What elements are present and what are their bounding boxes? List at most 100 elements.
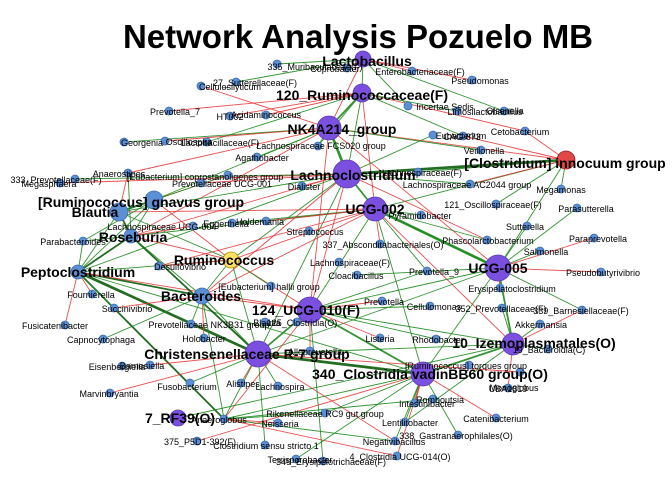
node-label: Lachnoclostridium [290, 167, 415, 183]
network-edge [158, 208, 376, 267]
network-node [222, 251, 240, 269]
network-edge [309, 270, 428, 311]
network-edge [168, 92, 363, 112]
node-label: Cetobacterium [491, 127, 550, 137]
network-node [227, 218, 237, 228]
network-node [304, 226, 314, 236]
network-edge [257, 173, 348, 355]
network-node [196, 178, 206, 188]
network-node [354, 50, 372, 68]
network-node [392, 451, 402, 461]
node-label: Holobacter [182, 334, 226, 344]
network-node [192, 436, 202, 446]
network-node [416, 210, 426, 220]
network-edge [77, 271, 115, 309]
node-label: Peptoclostridium [21, 264, 135, 280]
node-label: Rhodobacter [412, 335, 464, 345]
node-label: Lachnospiraceae FCS020 group [256, 141, 386, 151]
network-node [334, 257, 344, 267]
node-label: Megasphaera [21, 179, 76, 189]
node-label: Cellulomonas [407, 302, 462, 312]
node-label: Clostridium sensu stricto 1 [213, 441, 319, 451]
node-label: Roseburia [99, 229, 168, 245]
node-label: Cloacibacillus [328, 271, 384, 281]
node-label: [Eubacterium] coprostanoligenes group [127, 172, 284, 182]
network-node [164, 106, 174, 116]
network-node [236, 378, 246, 388]
node-label: Prevotella_7 [150, 107, 200, 117]
network-edge [109, 353, 259, 394]
network-edge [374, 208, 424, 375]
network-edge [130, 235, 232, 261]
network-node [160, 136, 170, 146]
network-node [572, 203, 582, 213]
network-edge [309, 305, 431, 311]
network-node [154, 261, 164, 271]
network-node [476, 145, 486, 155]
network-edge [127, 127, 330, 174]
node-label: Ruminococcus [174, 252, 275, 268]
network-node [410, 361, 436, 387]
node-label: Blautia [72, 204, 119, 220]
network-node [425, 301, 435, 311]
network-node [98, 334, 108, 344]
node-label: Anaerostipes [93, 169, 146, 179]
network-node [403, 101, 413, 111]
network-edge [374, 208, 499, 269]
node-label: 27_Sutterellaceae(F) [213, 78, 297, 88]
node-label: Acidaminococcus [231, 110, 302, 120]
network-edge [77, 271, 311, 311]
node-label: 338_Gastranaerophilales(O) [399, 431, 513, 441]
network-node [491, 199, 501, 209]
node-label: Desulfovibrio [154, 262, 206, 272]
network-node [244, 340, 272, 368]
network-edge [158, 259, 232, 267]
node-label: Prevotella [364, 297, 404, 307]
node-label: Incertae Sedis [416, 102, 474, 112]
node-label: UCG-005 [468, 260, 527, 276]
node-label: Fusobacterium [157, 382, 217, 392]
network-node [400, 417, 410, 427]
node-label: Limosilactobacillus [447, 107, 523, 117]
network-node [413, 167, 423, 177]
node-label: Lachnospira [255, 382, 304, 392]
network-node [145, 360, 155, 370]
network-edge [295, 373, 424, 460]
node-label: Barnesiella [120, 361, 165, 371]
network-node [196, 81, 206, 91]
network-edge [497, 267, 602, 273]
network-node [261, 216, 271, 226]
node-label: Eisenbergiella [89, 362, 146, 372]
network-node [453, 430, 463, 440]
node-label: Alloprevotella [288, 347, 342, 357]
network-edge [497, 207, 578, 269]
network-node [292, 317, 302, 327]
network-edge [230, 208, 376, 261]
network-node [491, 413, 501, 423]
node-label: UCG-002 [345, 201, 404, 217]
node-label: Fournierella [67, 290, 115, 300]
network-edge [201, 295, 225, 420]
network-edge [223, 373, 424, 420]
node-label: Lachnospiraceae AC2044 group [403, 180, 532, 190]
network-node [352, 270, 362, 280]
node-label: Olsenella [486, 106, 524, 116]
network-node [297, 181, 307, 191]
network-node [431, 334, 441, 344]
network-node [260, 317, 270, 327]
network-node [169, 409, 187, 427]
network-node [377, 296, 387, 306]
network-edge [77, 235, 132, 273]
network-node [188, 221, 198, 231]
node-label: Cellulosilyticum [199, 82, 261, 92]
network-node [499, 106, 509, 116]
network-edge [361, 92, 526, 132]
network-node [313, 141, 323, 151]
network-node [375, 333, 385, 343]
node-label: Anaeroglobus [191, 415, 247, 425]
network-edge [130, 225, 194, 237]
node-label: Georgenia [121, 138, 163, 148]
network-edge [77, 270, 259, 356]
network-edge [64, 271, 79, 326]
network-node [556, 150, 576, 170]
